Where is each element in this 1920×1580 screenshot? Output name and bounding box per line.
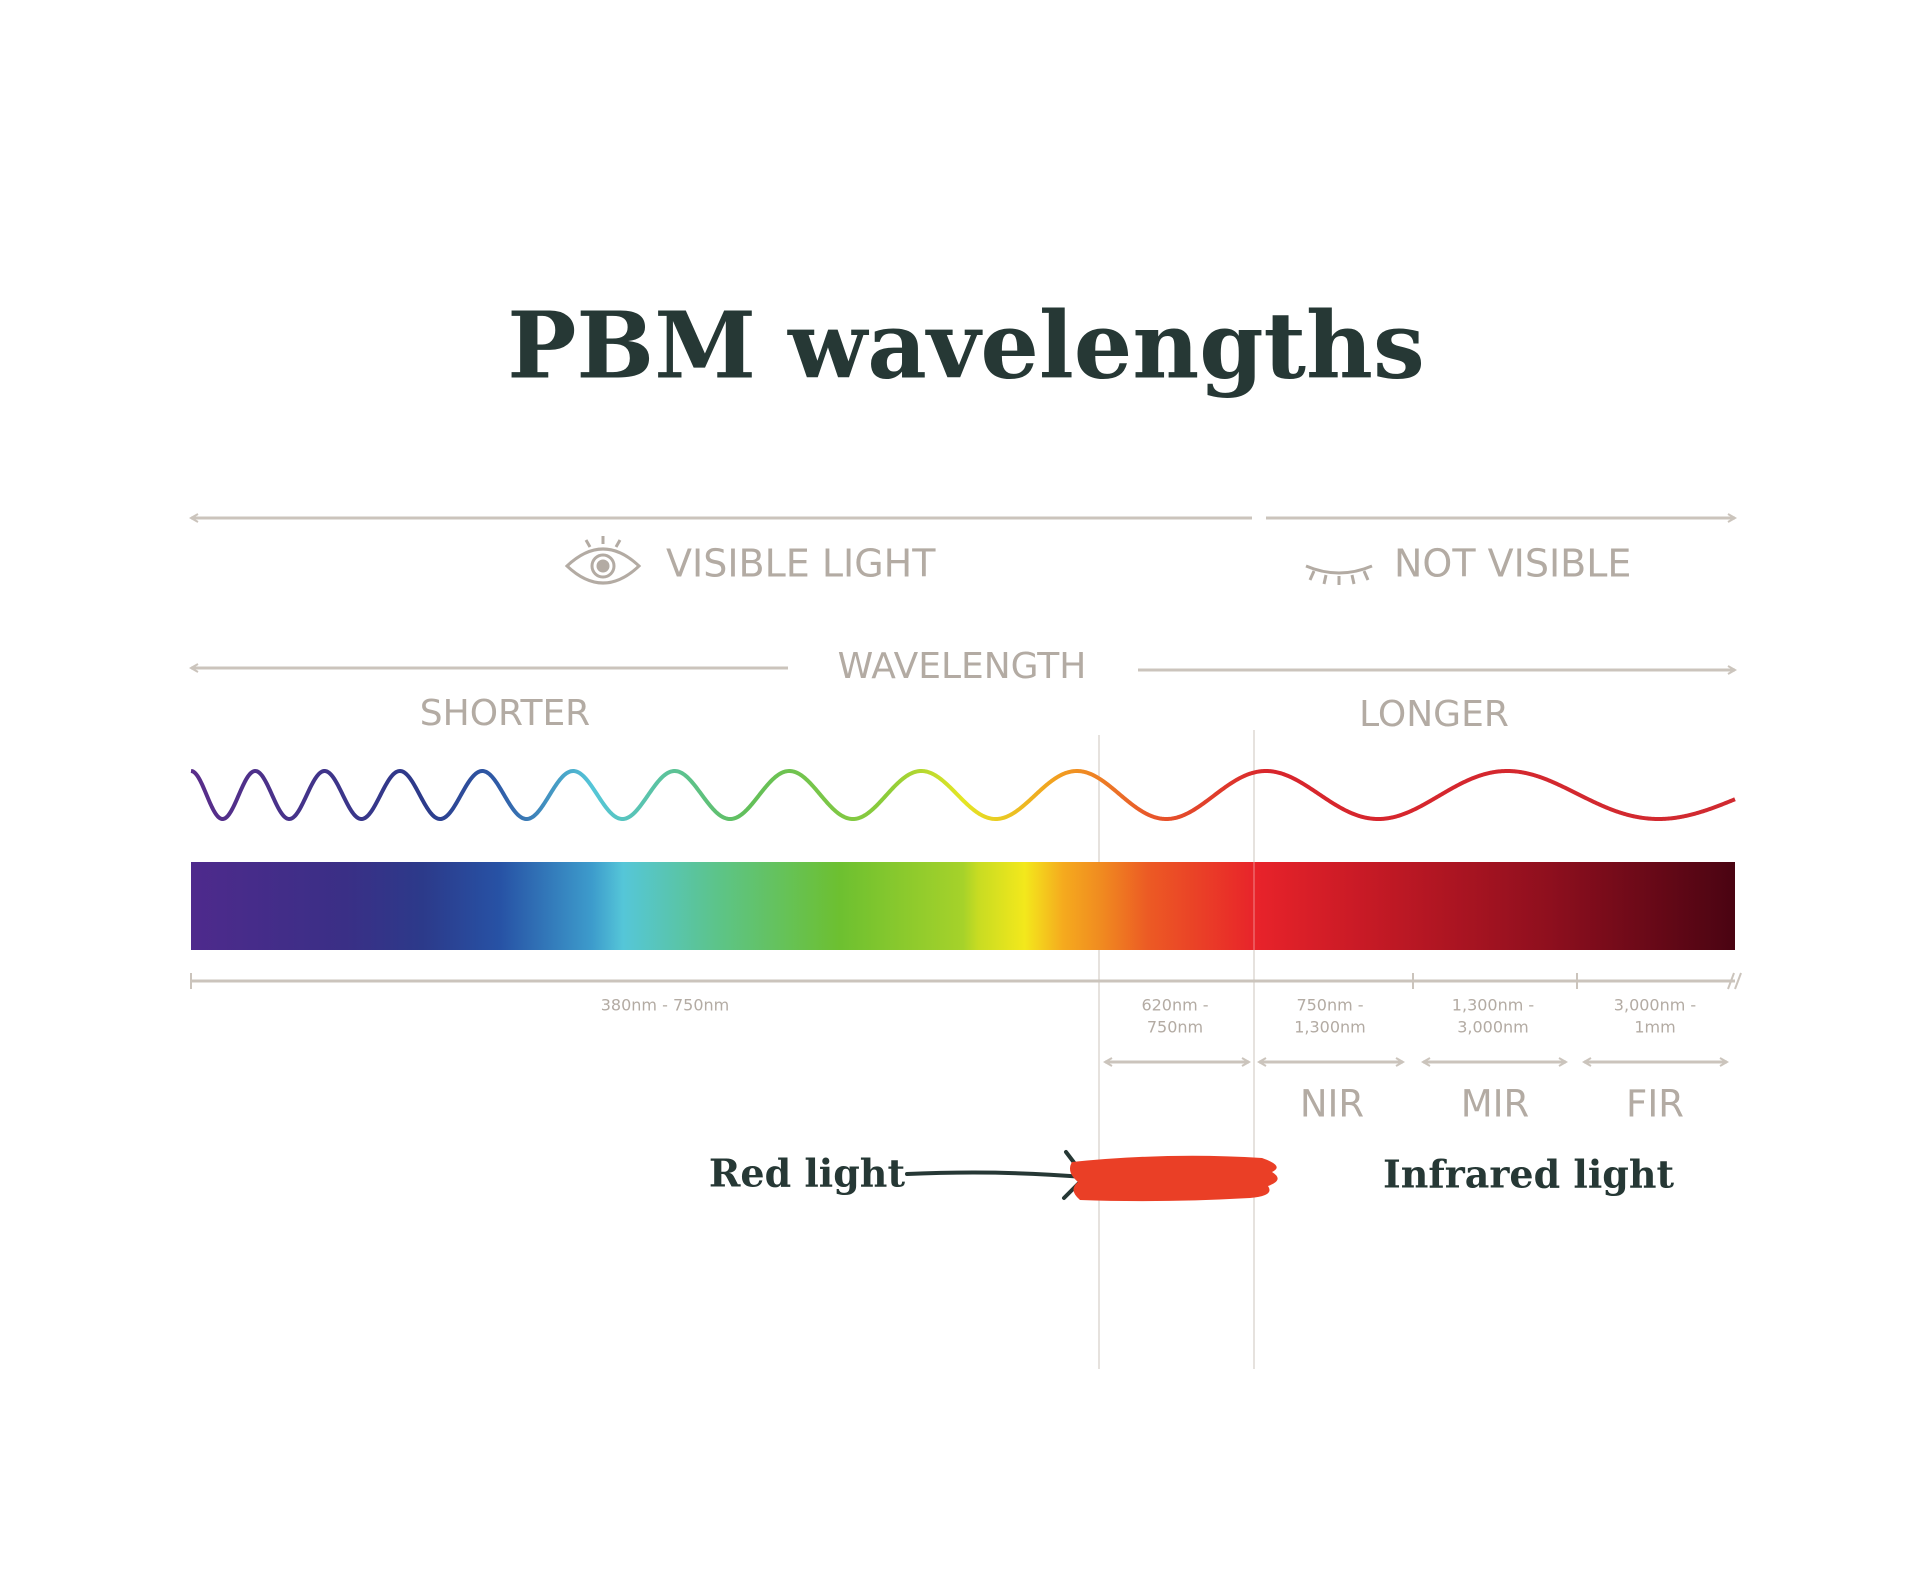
closed-eye-icon	[1305, 564, 1373, 585]
range-label: 1,300nm -	[1452, 996, 1534, 1015]
longer-label: LONGER	[1359, 694, 1509, 735]
eye-icon	[564, 536, 642, 585]
band-label: MIR	[1461, 1083, 1530, 1126]
band-label: FIR	[1626, 1083, 1684, 1126]
red-highlight	[1070, 1155, 1278, 1202]
range-label: 750nm	[1147, 1018, 1203, 1037]
spectrum-bar	[191, 862, 1735, 950]
range-label: 3,000nm	[1457, 1018, 1529, 1037]
scale-ticks	[190, 972, 1742, 990]
range-label: 1mm	[1634, 1018, 1675, 1037]
wave	[190, 768, 1736, 822]
infrared-light-label: Infrared light	[1383, 1152, 1674, 1197]
not-visible-label: NOT VISIBLE	[1394, 542, 1631, 586]
band-label: NIR	[1300, 1083, 1364, 1126]
range-label: 750nm -	[1296, 996, 1363, 1015]
title: PBM wavelengths	[507, 292, 1424, 400]
range-label: 620nm -	[1141, 996, 1208, 1015]
callout-arrow	[905, 1150, 1088, 1200]
range-label: 1,300nm	[1294, 1018, 1366, 1037]
shorter-label: SHORTER	[420, 693, 590, 734]
range-label: 380nm - 750nm	[601, 996, 729, 1015]
wavelength-label: WAVELENGTH	[838, 646, 1087, 687]
visible-label: VISIBLE LIGHT	[666, 542, 936, 586]
red-light-label: Red light	[709, 1151, 906, 1196]
range-label: 3,000nm -	[1614, 996, 1696, 1015]
